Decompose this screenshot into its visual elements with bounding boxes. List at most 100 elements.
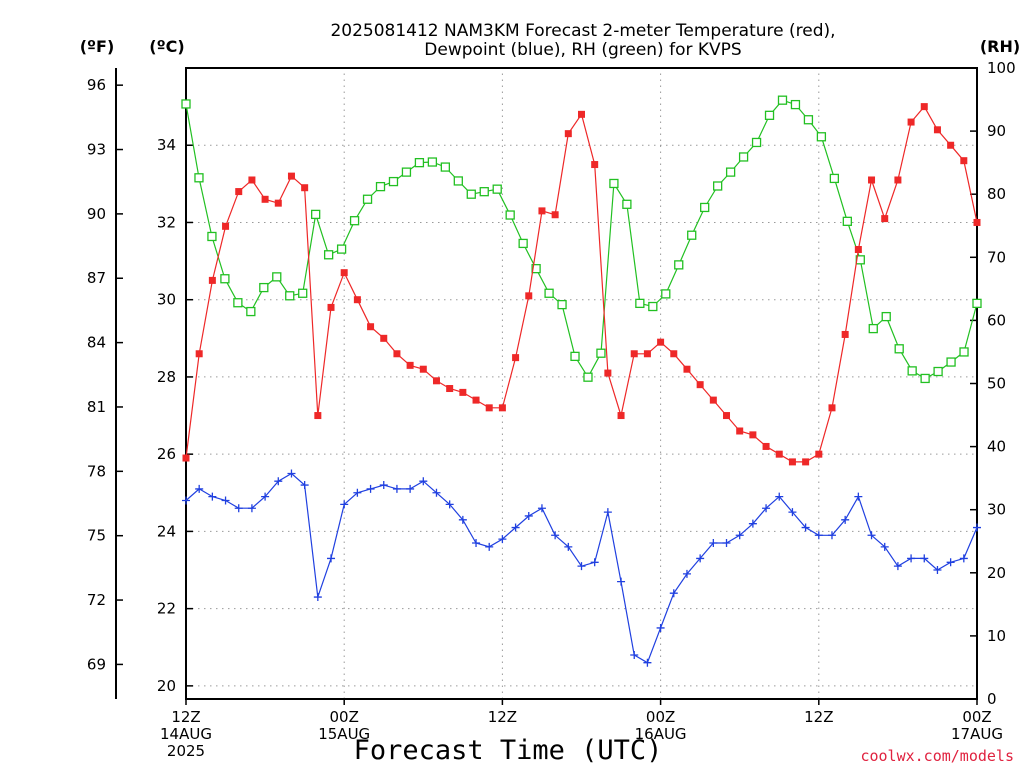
rh-point bbox=[531, 264, 541, 274]
dewpoint-point bbox=[313, 593, 322, 602]
temperature-point bbox=[973, 218, 981, 226]
time-tick-label: 12Z bbox=[171, 708, 200, 726]
temperature-point bbox=[248, 176, 256, 184]
dewpoint-point bbox=[603, 508, 612, 517]
dewpoint-point bbox=[867, 531, 876, 540]
rh-point bbox=[609, 178, 619, 189]
rh-point bbox=[635, 298, 645, 309]
dewpoint-point bbox=[959, 554, 968, 563]
dewpoint-point bbox=[735, 531, 744, 540]
time-tick-label: 16AUG bbox=[635, 725, 687, 743]
rh-tick-label: 80 bbox=[987, 185, 1006, 203]
temperature-point bbox=[643, 350, 651, 358]
rh-point bbox=[700, 202, 710, 213]
fahrenheit-tick-label: 87 bbox=[87, 269, 106, 287]
rh-point bbox=[298, 288, 308, 298]
fahrenheit-tick-label: 93 bbox=[87, 141, 106, 159]
rh-point bbox=[453, 176, 463, 186]
rh-point bbox=[596, 348, 606, 358]
dewpoint-point bbox=[327, 554, 336, 563]
temperature-point bbox=[261, 195, 269, 203]
rh-unit-label: (RH) bbox=[980, 37, 1020, 56]
rh-point bbox=[674, 260, 684, 270]
temperature-point bbox=[380, 334, 388, 342]
temperature-point bbox=[960, 157, 968, 165]
rh-point bbox=[946, 357, 956, 367]
dewpoint-point bbox=[590, 558, 599, 567]
rh-point bbox=[972, 298, 982, 309]
rh-point bbox=[764, 110, 775, 120]
rh-tick-label: 40 bbox=[987, 438, 1006, 456]
temperature-point bbox=[274, 199, 282, 207]
rh-tick-label: 70 bbox=[987, 248, 1006, 266]
fahrenheit-tick-label: 96 bbox=[87, 76, 106, 94]
temperature-point bbox=[340, 269, 348, 277]
dewpoint-point bbox=[432, 488, 441, 497]
fahrenheit-tick-label: 90 bbox=[87, 205, 106, 223]
rh-point bbox=[648, 301, 658, 312]
temperature-point bbox=[696, 381, 704, 389]
temperature-point bbox=[235, 188, 243, 196]
dewpoint-point bbox=[445, 500, 454, 509]
dewpoint-point bbox=[775, 492, 784, 501]
dewpoint-point bbox=[300, 481, 309, 490]
temperature-point bbox=[208, 276, 216, 284]
dewpoint-point bbox=[419, 477, 428, 486]
rh-point bbox=[362, 194, 373, 204]
rh-point bbox=[414, 157, 425, 168]
rh-point bbox=[336, 244, 347, 254]
rh-point bbox=[803, 115, 814, 125]
dewpoint-point bbox=[893, 562, 902, 571]
rh-point bbox=[207, 231, 217, 242]
temperature-point bbox=[564, 130, 572, 138]
temperature-point bbox=[868, 176, 876, 184]
gridlines bbox=[186, 68, 977, 699]
dewpoint-point bbox=[208, 492, 217, 501]
temperature-point bbox=[815, 450, 823, 458]
rh-point bbox=[920, 373, 930, 384]
dewpoint-point bbox=[973, 523, 981, 532]
fahrenheit-tick-label: 84 bbox=[87, 334, 106, 352]
dewpoint-point bbox=[458, 515, 467, 524]
dewpoint-point bbox=[709, 538, 718, 547]
temperature-point bbox=[933, 126, 941, 134]
temperature-point bbox=[854, 245, 862, 253]
time-tick-label: 17AUG bbox=[951, 725, 1003, 743]
temperature-point bbox=[749, 431, 757, 439]
x-axis-label: Forecast Time (UTC) bbox=[354, 735, 663, 766]
rh-tick-label: 90 bbox=[987, 122, 1006, 140]
rh-point bbox=[583, 372, 593, 382]
rh-point bbox=[427, 157, 438, 167]
rh-tick-label: 50 bbox=[987, 375, 1006, 393]
time-tick-label: 12Z bbox=[804, 708, 833, 726]
dewpoint-point bbox=[392, 484, 401, 493]
rh-point bbox=[894, 344, 904, 354]
temperature-point bbox=[327, 303, 335, 311]
temperature-point bbox=[367, 323, 375, 331]
rh-point bbox=[375, 181, 386, 192]
fahrenheit-tick-label: 69 bbox=[87, 655, 106, 673]
rh-point bbox=[881, 311, 891, 322]
rh-point bbox=[751, 137, 762, 148]
temperature-point bbox=[788, 458, 796, 466]
temperature-point bbox=[182, 454, 190, 462]
rh-point bbox=[790, 99, 801, 110]
temperature-point bbox=[301, 184, 309, 192]
dewpoint-point bbox=[722, 538, 731, 547]
rh-point bbox=[518, 238, 528, 249]
temperature-point bbox=[881, 215, 889, 223]
rh-point bbox=[868, 323, 878, 334]
dewpoint-point bbox=[748, 519, 757, 528]
celsius-tick-label: 32 bbox=[157, 213, 176, 231]
credit-link[interactable]: coolwx.com/models bbox=[860, 747, 1014, 765]
temperature-point bbox=[604, 369, 612, 377]
temperature-point bbox=[222, 222, 230, 230]
dewpoint-point bbox=[933, 566, 942, 575]
temperature-point bbox=[459, 388, 467, 396]
dewpoint-point bbox=[379, 481, 388, 490]
dewpoint-point bbox=[841, 515, 850, 524]
rh-point bbox=[816, 132, 827, 142]
rh-point bbox=[725, 167, 736, 177]
rh-point bbox=[959, 347, 969, 357]
temperature-point bbox=[485, 404, 493, 412]
